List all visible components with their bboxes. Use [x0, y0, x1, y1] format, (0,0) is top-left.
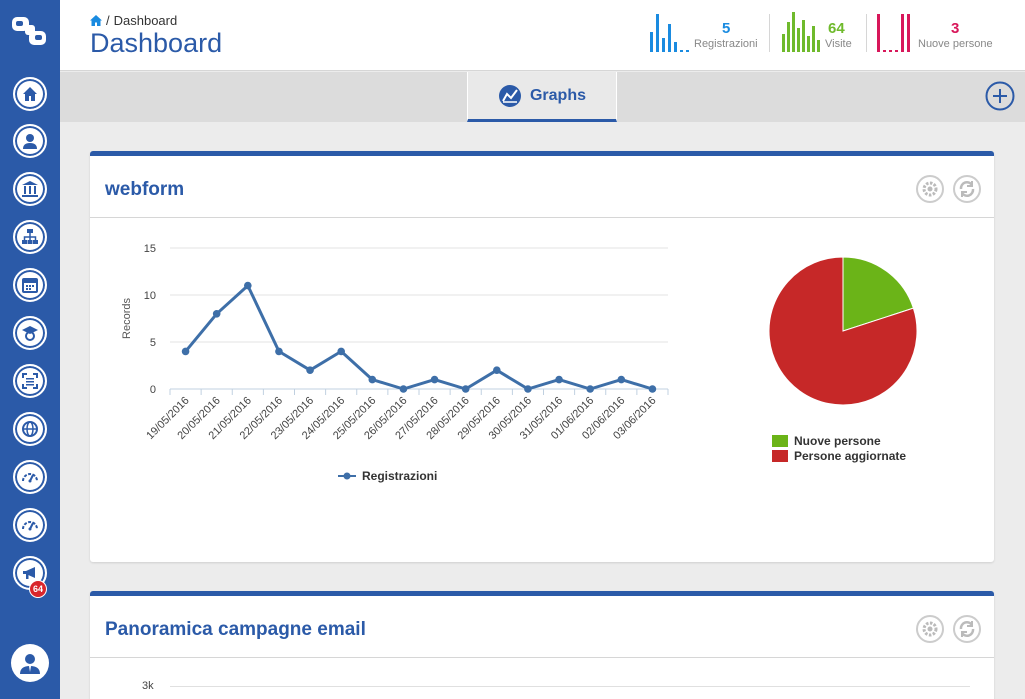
data-point	[399, 385, 408, 393]
stat-value: 64	[828, 20, 845, 37]
panel-title: Panoramica campagne email	[105, 619, 366, 640]
stat-value: 5	[722, 20, 731, 37]
graduation-icon[interactable]	[13, 316, 47, 350]
stat-visite: 64 Visite	[782, 12, 862, 54]
stat-bars	[782, 12, 820, 52]
stat-label: Registrazioni	[694, 38, 758, 50]
home-icon[interactable]	[13, 77, 47, 111]
data-point	[493, 366, 501, 374]
legend-item-nuove-persone[interactable]: Nuove persone	[772, 434, 881, 448]
tab-graphs[interactable]: Graphs	[467, 72, 617, 122]
gauge-icon[interactable]	[13, 460, 47, 494]
panel-divider	[90, 657, 994, 658]
scan-icon[interactable]	[13, 364, 47, 398]
refresh-icon[interactable]	[953, 175, 981, 203]
user-icon[interactable]	[13, 124, 47, 158]
breadcrumb: / Dashboard	[90, 13, 177, 28]
pie-slice[interactable]	[768, 256, 918, 406]
divider	[769, 14, 770, 52]
sidebar: 64	[0, 0, 60, 699]
data-point	[648, 385, 657, 393]
panel-divider	[90, 217, 994, 218]
stat-value: 3	[951, 20, 960, 37]
tab-label: Graphs	[529, 86, 586, 104]
stat-nuove-persone: 3 Nuove persone	[877, 12, 997, 54]
data-point	[461, 385, 470, 393]
stat-registrazioni: 5 Registrazioni	[650, 12, 760, 54]
legend-label: Registrazioni	[362, 469, 438, 483]
avatar[interactable]	[11, 644, 49, 682]
data-point	[337, 347, 345, 356]
stat-bars	[650, 14, 689, 52]
data-point	[368, 375, 377, 384]
graph-icon	[498, 84, 521, 107]
line-chart: 051015Records19/05/201620/05/201621/05/2…	[121, 243, 669, 442]
gridline	[170, 686, 970, 687]
panel-webform: webform 0 5 10 15 Records 19/05/2016 20/05/201…	[90, 151, 994, 562]
gear-icon[interactable]	[916, 175, 944, 203]
y-tick-label: 15	[144, 243, 156, 255]
data-point	[275, 347, 283, 356]
y-tick-label: 5	[150, 337, 156, 349]
data-point	[181, 347, 190, 356]
data-point	[306, 366, 314, 374]
legend-item-persone-aggiornate[interactable]: Persone aggiornate	[772, 449, 906, 463]
series-line	[184, 284, 653, 391]
data-point	[586, 385, 594, 393]
header: / Dashboard Dashboard 5 Registrazioni	[60, 0, 1025, 71]
y-tick-label: 0	[150, 384, 156, 396]
pie-chart	[768, 256, 918, 406]
legend-swatch	[772, 450, 788, 462]
legend-label: Persone aggiornate	[794, 449, 907, 463]
add-icon[interactable]	[985, 81, 1015, 111]
hierarchy-icon[interactable]	[13, 220, 47, 254]
calendar-icon[interactable]	[13, 268, 47, 302]
legend-label: Nuove persone	[794, 434, 881, 448]
refresh-icon[interactable]	[953, 615, 981, 643]
home-icon[interactable]	[90, 15, 102, 26]
breadcrumb-current: Dashboard	[113, 13, 178, 28]
logo[interactable]	[11, 14, 49, 48]
data-point	[555, 375, 563, 384]
data-point	[212, 310, 221, 318]
legend-marker	[338, 472, 356, 480]
y-tick-label: 10	[144, 290, 156, 302]
chart-legend[interactable]: Registrazioni	[338, 469, 437, 483]
stat-label: Nuove persone	[918, 38, 993, 50]
legend-swatch	[772, 435, 788, 447]
gauge-icon[interactable]	[13, 508, 47, 542]
data-point	[524, 385, 532, 393]
page-title: Dashboard	[90, 28, 223, 58]
panel-panoramica-campagne-email: Panoramica campagne email 3k	[90, 591, 994, 699]
breadcrumb-separator: /	[106, 13, 110, 28]
tab-bar: Graphs	[60, 72, 1025, 122]
bank-icon[interactable]	[13, 172, 47, 206]
y-tick-label: 3k	[142, 680, 154, 692]
notification-badge: 64	[29, 580, 47, 598]
stat-label: Visite	[825, 38, 852, 50]
pie-slice[interactable]	[842, 256, 915, 332]
data-point	[430, 375, 439, 384]
globe-icon[interactable]	[13, 412, 47, 446]
y-axis-label: Records	[121, 298, 133, 339]
panel-title: webform	[105, 179, 185, 200]
divider	[866, 14, 867, 52]
gear-icon[interactable]	[916, 615, 944, 643]
data-point	[617, 375, 626, 384]
stat-bars	[877, 14, 910, 52]
data-point	[244, 281, 252, 290]
